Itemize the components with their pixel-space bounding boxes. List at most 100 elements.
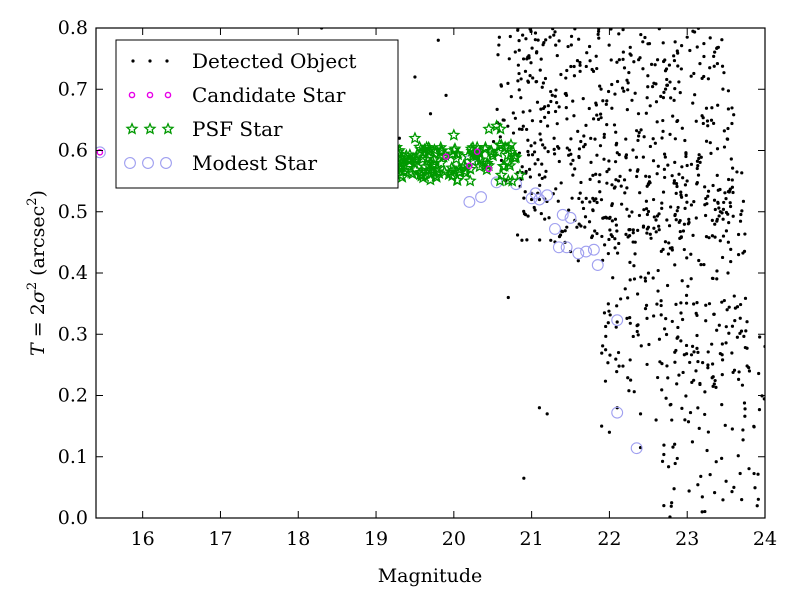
point-detected-object [662,504,666,508]
point-detected-object [752,471,756,476]
point-detected-object [657,228,661,232]
point-detected-object [591,117,596,121]
point-detected-object [723,191,727,195]
point-detected-object [707,236,711,240]
point-detected-object [711,375,715,379]
point-detected-object [651,159,656,163]
legend-label: PSF Star [192,117,283,141]
point-detected-object [646,74,650,78]
point-detected-object [684,154,688,159]
point-detected-object [726,137,730,141]
point-detected-object [555,101,559,105]
point-modest-star [475,191,488,204]
point-detected-object [614,178,618,182]
point-detected-object [627,214,631,218]
point-detected-object [652,314,656,318]
point-detected-object [729,157,733,161]
point-detected-object [681,370,685,375]
point-detected-object [540,176,544,181]
point-detected-object [538,68,542,72]
point-detected-object [694,216,698,220]
point-detected-object [679,67,683,71]
point-detected-object [571,99,575,103]
point-detected-object [743,232,747,236]
point-detected-object [712,198,717,202]
point-detected-object [622,89,626,93]
point-detected-object [735,335,739,339]
point-detected-object [573,167,577,171]
point-detected-object [615,229,619,233]
point-detected-object [721,498,725,502]
point-detected-object [530,153,535,157]
point-detected-object [544,38,548,42]
point-detected-object [659,299,663,303]
point-detected-object [684,343,689,348]
point-detected-object [694,311,698,315]
point-detected-object [684,293,689,297]
point-detected-object [747,366,751,370]
point-detected-object [648,144,652,149]
x-tick-label: 16 [131,528,155,550]
point-detected-object [720,64,725,68]
point-detected-object [705,202,709,206]
point-detected-object [644,303,649,307]
point-detected-object [620,86,625,90]
point-detected-object [571,158,575,162]
point-detected-object [747,369,752,373]
point-detected-object [628,278,632,282]
point-detected-object [516,63,520,67]
point-detected-object [628,316,632,320]
point-detected-object [590,235,594,240]
point-detected-object [593,229,597,233]
point-detected-object [730,185,735,189]
point-detected-object [715,328,719,332]
point-detected-object [610,82,614,87]
point-detected-object [713,235,717,239]
point-detected-object [696,359,700,364]
y-tick-label: 0.6 [58,140,88,162]
legend-marker [124,157,136,169]
point-detected-object [583,225,587,229]
point-detected-object [695,45,699,49]
point-detected-object [753,486,757,490]
point-detected-object [539,119,543,124]
point-detected-object [614,325,618,329]
point-detected-object [670,418,674,422]
point-detected-object [650,85,655,89]
point-detected-object [677,373,681,377]
point-detected-object [627,70,631,75]
point-detected-object [619,184,623,188]
point-detected-object [645,212,650,217]
point-detected-object [511,131,516,135]
point-detected-object [631,334,635,339]
point-detected-object [548,35,552,39]
point-detected-object [708,473,712,477]
point-detected-object [643,279,648,283]
point-detected-object [636,323,640,327]
point-detected-object [679,235,683,239]
point-detected-object [689,162,694,166]
point-detected-object [625,186,629,190]
point-detected-object [644,174,648,178]
point-detected-object [628,52,632,56]
point-detected-object [720,403,724,407]
point-detected-object [662,452,666,457]
point-detected-object [549,238,553,242]
point-detected-object [520,127,524,131]
point-detected-object [679,193,683,197]
point-detected-object [506,81,510,86]
point-detected-object [601,344,605,348]
point-detected-object [697,426,701,430]
point-detected-object [637,213,642,218]
point-detected-object [655,58,660,62]
point-psf-star [404,166,418,179]
point-detected-object [678,229,682,234]
point-detected-object [604,102,608,106]
point-detected-object [695,181,699,185]
point-detected-object [589,160,593,164]
point-detected-object [686,222,690,226]
point-detected-object [637,134,641,138]
point-detected-object [615,370,619,374]
point-detected-object [665,364,669,368]
point-detected-object [575,225,579,229]
